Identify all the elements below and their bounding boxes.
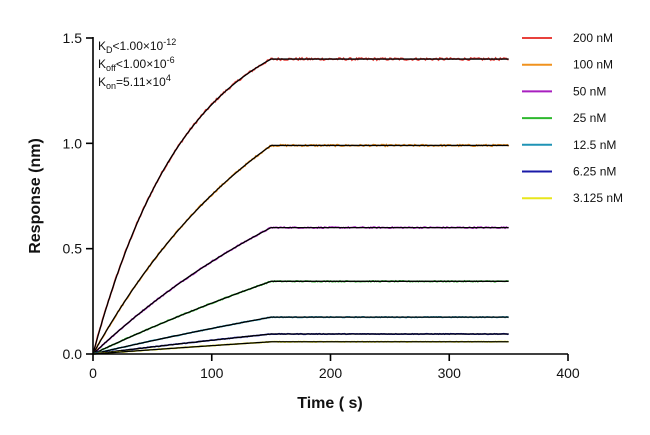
- series-3_125-nM-fit: [92, 341, 509, 355]
- y-tick-label-1: 0.5: [63, 241, 83, 257]
- kinetics-koff: Koff<1.00×10-6: [98, 55, 175, 73]
- legend-label-50-nM: 50 nM: [573, 84, 606, 98]
- series-200-nM-fit: [92, 58, 509, 355]
- x-tick-label-100: 100: [200, 365, 224, 381]
- legend: 200 nM 100 nM 50 nM 25 nM 12.5 nM 6.25 nM 3.12…: [522, 31, 623, 205]
- series-12_5-nM-trace: [92, 315, 509, 355]
- series-12_5-nM-fit: [92, 316, 509, 355]
- kinetics-kd: KD<1.00×10-12: [98, 37, 176, 55]
- x-tick-label-400: 400: [556, 365, 580, 381]
- series-3_125-nM-trace: [92, 340, 509, 355]
- legend-label-12_5-nM: 12.5 nM: [573, 138, 616, 152]
- legend-label-6_25-nM: 6.25 nM: [573, 165, 616, 179]
- series-6_25-nM-trace: [92, 332, 509, 355]
- series-50-nM-trace: [92, 225, 509, 355]
- series-100-nM-fit: [92, 144, 509, 355]
- x-tick-label-0: 0: [89, 365, 97, 381]
- x-tick-label-200: 200: [319, 365, 343, 381]
- series-50-nM-fit: [92, 226, 509, 355]
- series-200-nM-trace: [92, 56, 509, 355]
- legend-label-3_125-nM: 3.125 nM: [573, 191, 623, 205]
- y-tick-label-2: 1.0: [63, 135, 83, 151]
- legend-label-100-nM: 100 nM: [573, 58, 613, 72]
- kinetics-kon: Kon=5.11×104: [98, 73, 171, 91]
- x-axis-title: Time ( s): [297, 395, 363, 412]
- y-tick-label-3: 1.5: [63, 30, 83, 46]
- series-6_25-nM-fit: [92, 333, 509, 355]
- x-tick-label-300: 300: [438, 365, 462, 381]
- y-tick-label-0: 0.0: [63, 346, 83, 362]
- series-25-nM-fit: [92, 280, 509, 355]
- legend-label-25-nM: 25 nM: [573, 111, 606, 125]
- axes: 0 100 200 300 400 0.0 0.5 1.0 1.5: [63, 30, 580, 381]
- series-100-nM-trace: [92, 143, 510, 355]
- legend-label-200-nM: 200 nM: [573, 31, 613, 45]
- y-axis-title: Response (nm): [27, 138, 44, 254]
- plot-area: [92, 56, 510, 355]
